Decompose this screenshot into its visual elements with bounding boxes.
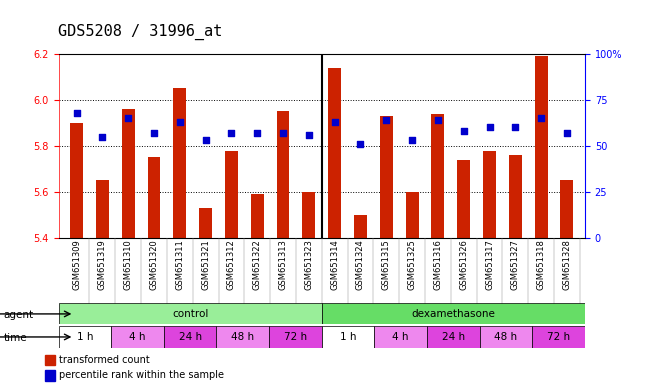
Bar [199,208,212,238]
Point [536,115,546,121]
Bar [509,155,522,238]
Point [510,124,521,131]
Point [562,130,572,136]
Point [458,128,469,134]
Bar [45,370,55,381]
Bar [70,123,83,238]
Point [356,141,366,147]
Point [252,130,263,136]
Point [98,134,108,140]
Point [278,130,288,136]
Text: GSM651326: GSM651326 [459,240,468,290]
Text: GDS5208 / 31996_at: GDS5208 / 31996_at [58,24,223,40]
Bar [457,160,470,238]
Bar [406,192,419,238]
Bar [277,111,289,238]
FancyBboxPatch shape [164,326,216,348]
FancyBboxPatch shape [374,326,427,348]
Bar [96,180,109,238]
Point [72,110,82,116]
Text: 72 h: 72 h [284,332,307,342]
Text: GSM651316: GSM651316 [434,240,443,290]
Text: 24 h: 24 h [179,332,202,342]
Text: GSM651325: GSM651325 [408,240,417,290]
Text: GSM651318: GSM651318 [537,240,545,290]
Text: 48 h: 48 h [495,332,517,342]
FancyBboxPatch shape [216,326,269,348]
FancyBboxPatch shape [58,303,322,324]
Text: GSM651320: GSM651320 [150,240,159,290]
Text: GSM651311: GSM651311 [176,240,185,290]
Text: GSM651323: GSM651323 [304,240,313,290]
Bar [354,215,367,238]
Bar [328,68,341,238]
Text: GSM651319: GSM651319 [98,240,107,290]
FancyBboxPatch shape [480,326,532,348]
Text: GSM651321: GSM651321 [201,240,210,290]
Text: GSM651317: GSM651317 [485,240,494,290]
Text: 4 h: 4 h [129,332,146,342]
Text: 48 h: 48 h [231,332,254,342]
Point [123,115,133,121]
Text: 1 h: 1 h [340,332,356,342]
Point [149,130,159,136]
Bar [45,355,55,365]
Text: 1 h: 1 h [77,332,93,342]
Bar [174,88,187,238]
Text: GSM651309: GSM651309 [72,240,81,290]
Text: GSM651322: GSM651322 [253,240,262,290]
Text: percentile rank within the sample: percentile rank within the sample [60,370,224,381]
FancyBboxPatch shape [322,326,374,348]
Point [407,137,417,144]
Text: transformed count: transformed count [60,355,150,365]
FancyBboxPatch shape [427,326,480,348]
Bar [302,192,315,238]
Text: GSM651327: GSM651327 [511,240,520,290]
Text: 72 h: 72 h [547,332,570,342]
Text: GSM651314: GSM651314 [330,240,339,290]
Bar [148,157,161,238]
Text: GSM651313: GSM651313 [279,240,287,290]
Point [433,117,443,123]
Bar [122,109,135,238]
Text: 4 h: 4 h [393,332,409,342]
FancyBboxPatch shape [269,326,322,348]
FancyBboxPatch shape [111,326,164,348]
Point [330,119,340,125]
FancyBboxPatch shape [58,326,111,348]
Bar [225,151,238,238]
Point [484,124,495,131]
Text: agent: agent [3,310,33,320]
Text: time: time [3,333,27,343]
Bar [432,114,445,238]
Bar [560,180,573,238]
FancyBboxPatch shape [322,303,585,324]
Text: control: control [172,309,208,319]
Point [304,132,314,138]
Text: GSM651315: GSM651315 [382,240,391,290]
Bar [251,194,264,238]
Point [381,117,391,123]
FancyBboxPatch shape [532,326,585,348]
Bar [380,116,393,238]
Bar [483,151,496,238]
Text: 24 h: 24 h [442,332,465,342]
Point [200,137,211,144]
Point [175,119,185,125]
Text: GSM651328: GSM651328 [562,240,571,290]
Text: dexamethasone: dexamethasone [411,309,495,319]
Bar [535,56,547,238]
Text: GSM651312: GSM651312 [227,240,236,290]
Text: GSM651310: GSM651310 [124,240,133,290]
Point [226,130,237,136]
Text: GSM651324: GSM651324 [356,240,365,290]
